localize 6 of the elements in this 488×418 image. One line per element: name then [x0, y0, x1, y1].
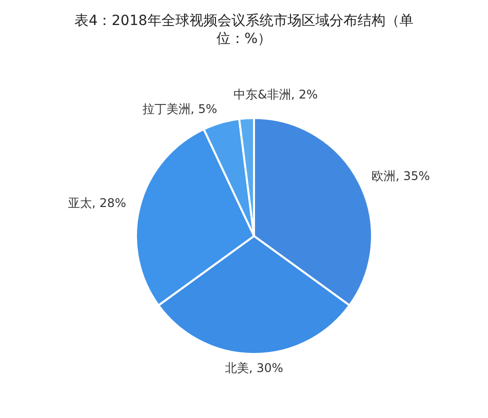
slice-label: 欧洲, 35% — [372, 169, 430, 184]
chart-title: 表4：2018年全球视频会议系统市场区域分布结构（单位：%） — [74, 12, 414, 48]
slice-label: 亚太, 28% — [68, 196, 126, 210]
slice-label: 中东&非洲, 2% — [234, 87, 318, 102]
slice-label: 拉丁美洲, 5% — [142, 102, 218, 116]
slice-label: 北美, 30% — [224, 361, 284, 375]
